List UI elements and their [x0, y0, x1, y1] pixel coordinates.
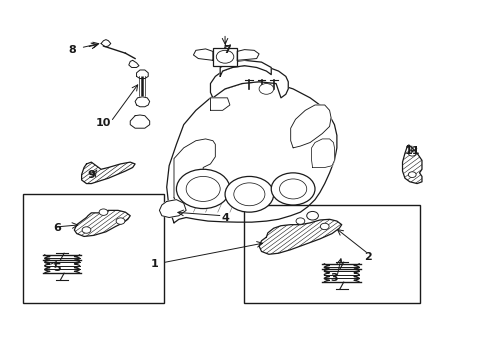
Circle shape	[407, 150, 415, 156]
Circle shape	[271, 173, 314, 205]
Polygon shape	[259, 219, 341, 254]
Bar	[212, 48, 237, 66]
Polygon shape	[101, 40, 111, 47]
Text: 10: 10	[96, 118, 111, 128]
Polygon shape	[237, 50, 259, 60]
Text: 3: 3	[330, 273, 338, 283]
Polygon shape	[136, 70, 148, 78]
Text: 5: 5	[53, 262, 61, 273]
Text: 1: 1	[150, 259, 158, 269]
Polygon shape	[128, 60, 139, 67]
Circle shape	[320, 223, 328, 230]
Polygon shape	[311, 139, 334, 167]
Circle shape	[224, 176, 273, 212]
Text: 4: 4	[221, 212, 228, 222]
Circle shape	[82, 227, 91, 233]
Polygon shape	[210, 98, 229, 111]
Polygon shape	[166, 82, 336, 223]
Polygon shape	[81, 162, 135, 184]
Polygon shape	[402, 145, 421, 184]
Polygon shape	[220, 60, 271, 76]
Text: 9: 9	[87, 170, 95, 180]
Text: 6: 6	[53, 223, 61, 233]
Bar	[23, 194, 164, 303]
Text: 8: 8	[68, 45, 76, 55]
Text: 2: 2	[364, 252, 371, 262]
Bar	[244, 205, 419, 303]
Text: 11: 11	[404, 147, 419, 157]
Polygon shape	[193, 49, 212, 60]
Polygon shape	[174, 139, 215, 203]
Polygon shape	[210, 66, 287, 98]
Circle shape	[295, 218, 304, 224]
Polygon shape	[130, 115, 149, 128]
Polygon shape	[290, 105, 330, 148]
Circle shape	[259, 84, 273, 94]
Polygon shape	[159, 200, 186, 217]
Circle shape	[176, 169, 229, 208]
Polygon shape	[74, 210, 130, 237]
Circle shape	[306, 211, 318, 220]
Circle shape	[116, 218, 124, 224]
Circle shape	[407, 172, 415, 177]
Circle shape	[99, 209, 108, 215]
Polygon shape	[135, 97, 149, 107]
Text: 7: 7	[223, 45, 231, 55]
